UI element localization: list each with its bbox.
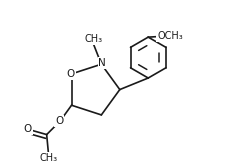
Text: O: O	[67, 69, 75, 79]
Text: CH₃: CH₃	[39, 153, 58, 163]
Text: OCH₃: OCH₃	[157, 31, 183, 41]
Text: O: O	[24, 124, 32, 134]
Text: CH₃: CH₃	[84, 34, 102, 44]
Text: O: O	[55, 116, 63, 126]
Text: N: N	[98, 58, 106, 68]
